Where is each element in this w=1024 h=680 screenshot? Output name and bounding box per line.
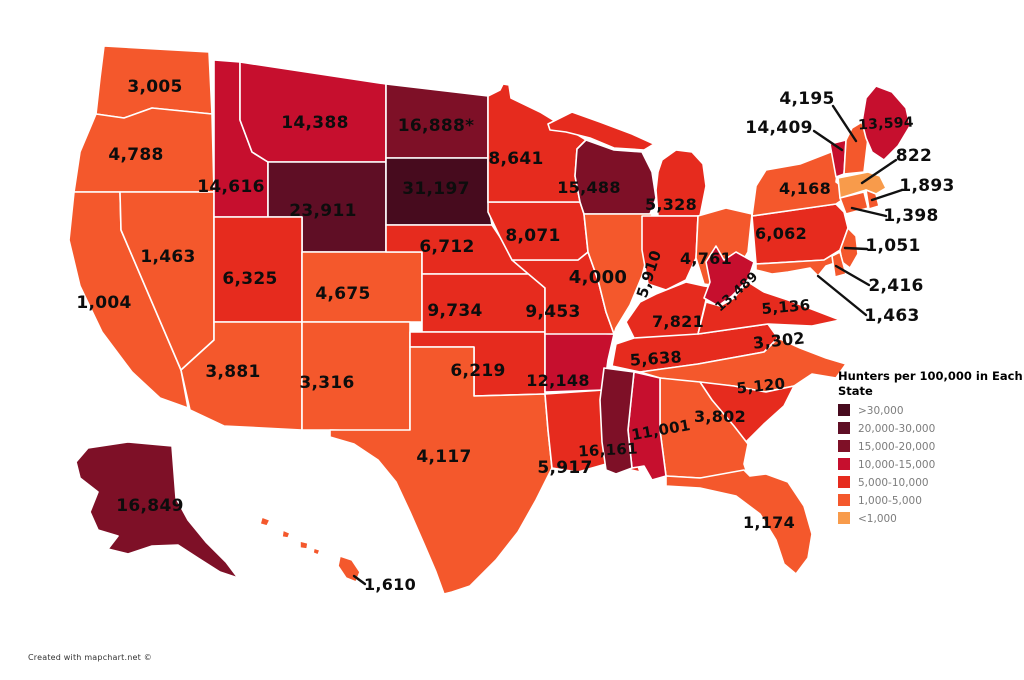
callout-label-rhode-island: 1,893 [899,176,954,196]
value-label-new-york: 4,168 [779,179,831,198]
callout-line-delaware [834,264,871,287]
callout-label-hawaii: 1,610 [364,575,416,594]
value-label-south-dakota: 31,197 [402,179,469,199]
value-label-california: 1,004 [76,293,131,313]
legend-title-line-2: State [838,384,873,398]
state-michigan [655,149,707,217]
callout-label-new-hampshire: 4,195 [779,89,834,109]
callout-line-vermont [812,129,844,152]
value-label-mississippi: 16,161 [578,439,639,460]
value-label-texas: 4,117 [416,447,471,467]
value-label-michigan: 5,328 [645,195,697,214]
value-label-oregon: 4,788 [108,145,163,165]
legend-label-gt30000: >30,000 [858,405,904,417]
value-label-wyoming: 23,911 [289,201,356,221]
value-label-arizona: 3,881 [205,362,260,382]
callout-label-massachusetts: 822 [896,146,932,166]
state-oregon [73,107,215,193]
value-label-tennessee: 5,638 [629,347,682,370]
value-label-nevada: 1,463 [140,247,195,267]
value-label-minnesota: 8,641 [488,149,543,169]
state-connecticut [839,191,869,215]
callout-line-maryland [816,274,868,317]
callout-lines-layer [352,104,904,586]
value-label-montana: 14,388 [281,113,348,133]
legend-swatch-lt1000 [838,512,850,524]
legend-swatch-5000-10000 [838,476,850,488]
legend-label-20000-30000: 20,000-30,000 [858,423,935,435]
callout-label-new-jersey: 1,051 [865,236,920,256]
value-label-kentucky: 7,821 [652,312,704,331]
value-label-ohio: 4,761 [680,249,732,268]
state-maine [861,85,911,161]
callout-label-maryland: 1,463 [864,306,919,326]
value-label-utah: 6,325 [222,269,277,289]
callout-line-connecticut [850,206,888,218]
state-west-virginia [703,245,755,307]
value-label-alaska: 16,849 [116,496,183,516]
state-hawaii [259,516,361,583]
state-mississippi [599,367,635,475]
attribution-text: Created with mapchart.net © [28,653,152,662]
value-label-kansas: 9,734 [427,301,482,321]
legend-label-15000-20000: 15,000-20,000 [858,441,935,453]
value-label-south-carolina: 5,120 [736,374,787,397]
callout-label-delaware: 2,416 [868,276,923,296]
value-label-washington: 3,005 [127,77,182,97]
legend: Hunters per 100,000 in Each State >30,00… [838,369,1023,525]
state-florida [665,469,813,575]
value-label-idaho: 14,616 [197,177,264,197]
value-label-virginia: 5,136 [761,296,811,318]
callout-line-rhode-island [870,188,904,202]
legend-label-5000-10000: 5,000-10,000 [858,477,929,489]
value-label-illinois: 4,000 [569,267,627,288]
value-label-arkansas: 12,148 [526,371,590,390]
callout-line-new-jersey [843,246,869,251]
us-states-layer [68,45,911,595]
legend-swatch-15000-20000 [838,440,850,452]
legend-label-lt1000: <1,000 [858,513,897,525]
value-label-oklahoma: 6,219 [450,361,505,381]
value-label-maine: 13,594 [858,115,915,134]
value-label-nebraska: 6,712 [419,237,474,257]
legend-label-1000-5000: 1,000-5,000 [858,495,922,507]
legend-swatch-1000-5000 [838,494,850,506]
state-virginia [697,281,841,335]
value-label-new-mexico: 3,316 [299,373,354,393]
callout-line-new-hampshire [831,104,858,143]
callout-label-vermont: 14,409 [745,118,812,138]
state-alaska [75,441,239,579]
legend-swatch-10000-15000 [838,458,850,470]
state-value-labels-layer: 3,005 4,788 1,004 1,463 14,616 14,388 23… [76,77,954,594]
value-label-colorado: 4,675 [315,284,370,304]
legend-swatch-20000-30000 [838,422,850,434]
value-label-iowa: 8,071 [505,226,560,246]
legend-swatch-gt30000 [838,404,850,416]
value-label-florida: 1,174 [743,513,795,532]
value-label-pennsylvania: 6,062 [755,224,807,243]
value-label-georgia: 3,802 [694,407,746,426]
value-label-louisiana: 5,917 [537,458,592,478]
state-montana [239,61,387,163]
value-label-missouri: 9,453 [525,302,580,322]
legend-title-line-1: Hunters per 100,000 in Each [838,369,1023,383]
value-label-wisconsin: 15,488 [557,178,621,197]
value-label-north-dakota: 16,888* [398,116,475,136]
callout-label-connecticut: 1,398 [883,206,938,226]
state-wisconsin [574,139,657,215]
state-michigan-upper-peninsula [547,111,655,151]
legend-label-10000-15000: 10,000-15,000 [858,459,935,471]
callout-line-massachusetts [860,158,898,185]
callout-line-hawaii [352,574,367,586]
